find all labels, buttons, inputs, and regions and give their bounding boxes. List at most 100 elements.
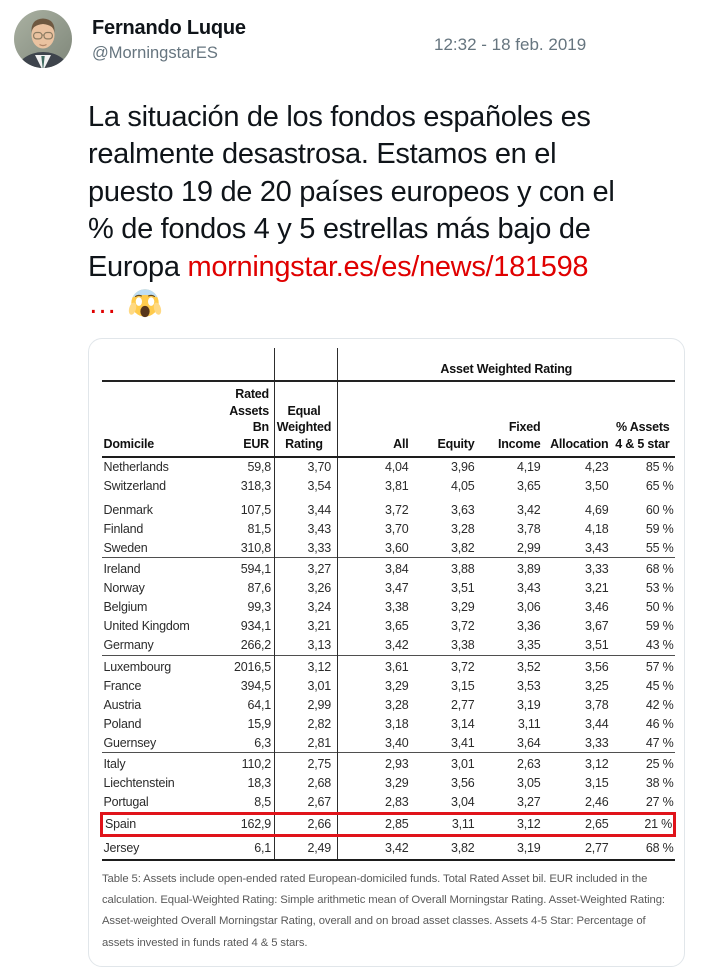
tweet-text-segment: puesto 19 de 20 países europeos y con el — [88, 175, 615, 208]
value-cell: 2,66 — [274, 811, 338, 837]
value-cell: 3,65 — [384, 619, 409, 633]
value-cell: 3,89 — [479, 557, 546, 579]
tweet-link[interactable]: … — [88, 288, 117, 321]
table-row: Sweden 310,8 3,33 3,60 3,82 2,99 3,43 55 % — [102, 538, 675, 558]
user-handle[interactable]: @MorningstarES — [92, 44, 218, 62]
value-cell: 3,29 — [384, 678, 409, 693]
value-cell: 6,3 — [254, 735, 271, 750]
value-cell: 99,3 — [247, 600, 271, 614]
domicile-cell: Ireland — [101, 557, 215, 579]
value-cell: 3,70 — [384, 521, 409, 536]
col-header-fixed-income: Fixed Income — [479, 381, 546, 458]
table-row: Poland 15,9 2,82 3,18 3,14 3,11 3,44 46 % — [102, 714, 675, 733]
value-cell: 2,49 — [274, 834, 338, 861]
value-cell: 3,42 — [384, 638, 409, 652]
value-cell: 46 % — [645, 716, 674, 731]
table-row-spain-highlighted: Spain 162,9 2,66 2,85 3,11 3,12 2,65 21 % — [100, 811, 677, 837]
value-cell: 3,33 — [545, 557, 614, 579]
value-cell: 2,67 — [274, 792, 338, 813]
tweet-text: La situación de los fondos españoles es r… — [88, 99, 712, 323]
scream-emoji-icon — [117, 286, 162, 323]
value-cell: 3,42 — [337, 834, 414, 861]
value-cell: 3,56 — [545, 654, 614, 676]
value-cell: 4,69 — [584, 502, 609, 517]
avatar[interactable] — [14, 10, 72, 68]
value-cell: 3,70 — [274, 456, 338, 477]
table-row: Italy 110,2 2,75 2,93 3,01 2,63 3,12 25 % — [101, 752, 675, 774]
tweet-text-line: … — [88, 286, 712, 323]
value-cell: 3,44 — [274, 495, 338, 519]
value-cell: 3,50 — [584, 479, 609, 493]
value-cell: 3,21 — [584, 581, 609, 595]
tweet-text-segment: Europa — [88, 250, 188, 283]
value-cell: 3,25 — [584, 678, 609, 693]
domicile-cell: United Kingdom — [103, 619, 190, 633]
table-image-card[interactable]: Asset Weighted Rating Domicile Rated Ass… — [88, 338, 685, 967]
value-cell: 3,35 — [516, 638, 541, 652]
value-cell: 3,15 — [450, 678, 475, 693]
timestamp[interactable]: 12:32 - 18 feb. 2019 — [434, 35, 587, 54]
span-header-spacer — [274, 348, 338, 382]
value-cell: 2,77 — [545, 834, 614, 861]
domicile-cell: Belgium — [103, 600, 148, 614]
value-cell: 3,42 — [516, 502, 541, 517]
value-cell: 3,81 — [384, 479, 409, 493]
value-cell: 3,63 — [450, 502, 475, 517]
domicile-cell: Austria — [103, 697, 142, 712]
table-row: Finland 81,5 3,43 3,70 3,28 3,78 4,18 59 % — [102, 519, 675, 538]
table-footnote: Table 5: Assets include open-ended rated… — [102, 872, 665, 949]
value-cell: 3,84 — [337, 557, 414, 579]
value-cell: 2,93 — [337, 752, 414, 774]
value-cell: 3,01 — [274, 676, 338, 695]
tweet-link[interactable]: morningstar.es/es/news/181598 — [187, 250, 589, 283]
value-cell: 3,41 — [450, 735, 475, 750]
value-cell: 3,38 — [450, 638, 475, 652]
value-cell: 3,15 — [584, 776, 609, 790]
domicile-cell: Jersey — [101, 834, 215, 861]
value-cell: 64,1 — [247, 697, 271, 712]
value-cell: 3,01 — [413, 752, 480, 774]
col-header-equity: Equity — [413, 381, 480, 458]
value-cell: 3,46 — [584, 600, 609, 614]
value-cell: 59 % — [645, 619, 674, 633]
tweet-text-line: puesto 19 de 20 países europeos y con el — [88, 174, 712, 211]
value-cell: 50 % — [645, 600, 674, 614]
table-row: Austria 64,1 2,99 3,28 2,77 3,19 3,78 42 % — [102, 695, 675, 714]
tweet-text-segment: La situación de los fondos españoles es — [88, 101, 591, 133]
span-header-row: Asset Weighted Rating — [101, 348, 675, 382]
value-cell: 3,72 — [450, 619, 475, 633]
value-cell: 3,19 — [516, 697, 541, 712]
value-cell: 15,9 — [247, 716, 271, 731]
domicile-cell: Sweden — [103, 540, 148, 555]
display-name[interactable]: Fernando Luque — [92, 17, 246, 39]
value-cell: 68 % — [613, 557, 675, 579]
value-cell: 266,2 — [240, 638, 271, 652]
value-cell: 107,5 — [240, 502, 271, 517]
value-cell: 4,23 — [584, 460, 609, 474]
value-cell: 3,12 — [479, 811, 546, 837]
value-cell: 3,18 — [384, 716, 409, 731]
value-cell: 53 % — [645, 581, 674, 595]
value-cell: 3,33 — [274, 538, 338, 558]
value-cell: 3,27 — [274, 557, 338, 579]
value-cell: 3,12 — [274, 654, 338, 676]
domicile-cell: Portugal — [103, 795, 149, 809]
value-cell: 3,54 — [274, 476, 338, 496]
value-cell: 81,5 — [247, 521, 271, 536]
value-cell: 3,28 — [384, 697, 409, 712]
value-cell: 3,11 — [413, 811, 480, 837]
value-cell: 2,85 — [337, 811, 414, 837]
value-cell: 2,65 — [545, 811, 614, 837]
value-cell: 3,06 — [516, 600, 541, 614]
value-cell: 3,64 — [516, 735, 541, 750]
value-cell: 43 % — [645, 638, 674, 652]
col-header-pct-assets-4-5-star: % Assets 4 & 5 star — [613, 381, 675, 458]
value-cell: 3,13 — [274, 635, 338, 655]
value-cell: 3,56 — [450, 776, 475, 790]
value-cell: 3,38 — [384, 600, 409, 614]
value-cell: 3,72 — [413, 654, 480, 676]
col-header-all: All — [337, 381, 414, 458]
value-cell: 3,14 — [450, 716, 475, 731]
value-cell: 4,04 — [384, 460, 409, 474]
domicile-cell: Denmark — [103, 502, 154, 517]
